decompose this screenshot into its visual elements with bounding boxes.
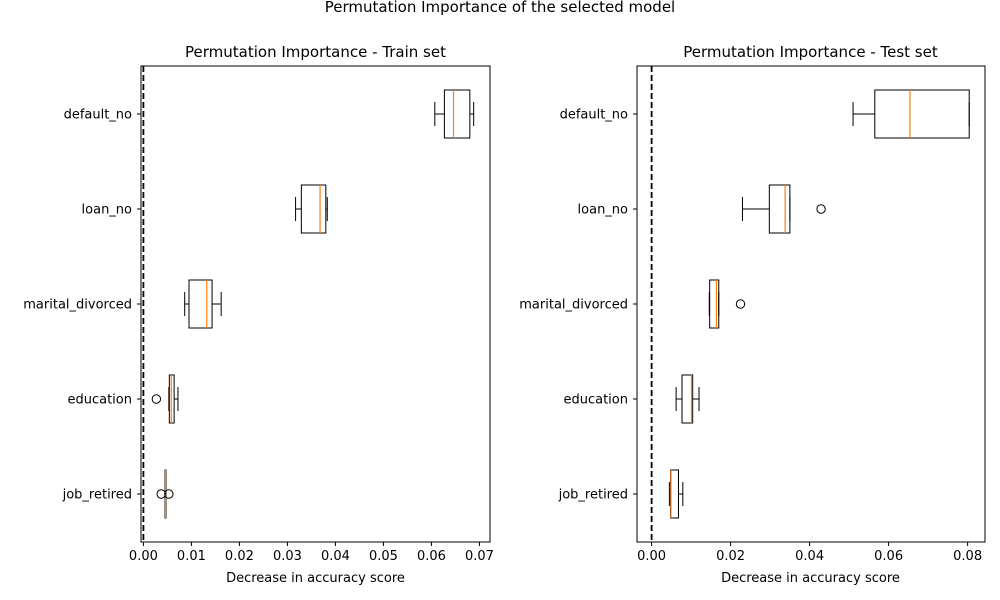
test-ytick-label-default-no: default_no	[560, 108, 628, 123]
train-xtick-label-4: 0.04	[321, 549, 350, 564]
figure-suptitle: Permutation Importance of the selected m…	[325, 0, 675, 16]
train-xtick-label-6: 0.06	[417, 549, 446, 564]
test-iqr-box-loan-no	[768, 184, 791, 234]
test-box-loan-no	[741, 184, 826, 234]
train-ytick-label-job-retired: job_retired	[62, 488, 132, 503]
train-xtick-label-0: 0.00	[129, 549, 158, 564]
train-iqr-box-marital-divorced	[188, 279, 213, 329]
test-ytick-label-education: education	[563, 393, 628, 408]
test-ytick-label-loan-no: loan_no	[578, 203, 629, 218]
train-xtick-label-2: 0.02	[225, 549, 254, 564]
train-xtick-label-1: 0.01	[177, 549, 206, 564]
train-outlier-education-0	[151, 394, 162, 404]
test-box-marital-divorced	[708, 279, 746, 329]
test-xtick-label-0: 0.00	[637, 549, 666, 564]
test-ytick-label-marital-divorced: marital_divorced	[519, 298, 628, 313]
test-outlier-marital-divorced-0	[735, 299, 746, 309]
test-ytick-label-job-retired: job_retired	[558, 488, 628, 503]
test-box-education	[675, 374, 700, 424]
test-xtick-label-4: 0.08	[953, 549, 982, 564]
train-ytick-label-education: education	[67, 393, 132, 408]
train-box-default-no	[434, 89, 475, 139]
test-x-axis-label: Decrease in accuracy score	[721, 571, 900, 586]
train-ytick-label-default-no: default_no	[64, 108, 132, 123]
train-iqr-box-default-no	[443, 89, 471, 139]
test-panel-title: Permutation Importance - Test set	[683, 43, 938, 61]
train-box-job-retired	[156, 469, 174, 519]
train-ytick-label-loan-no: loan_no	[82, 203, 133, 218]
train-boxplot-panel: Permutation Importance - Train set Decre…	[23, 43, 494, 586]
train-outlier-job-retired-0	[156, 489, 166, 499]
test-iqr-box-job-retired	[670, 469, 679, 519]
train-ytick-label-marital-divorced: marital_divorced	[23, 298, 132, 313]
test-iqr-box-education	[681, 374, 694, 424]
test-xtick-label-3: 0.06	[874, 549, 903, 564]
train-iqr-box-loan-no	[300, 184, 327, 234]
train-xtick-label-3: 0.03	[273, 549, 302, 564]
test-xtick-label-2: 0.04	[795, 549, 824, 564]
test-box-default-no	[852, 89, 970, 139]
test-iqr-box-default-no	[874, 89, 970, 139]
test-boxplot-panel: Permutation Importance - Test set Decrea…	[519, 43, 986, 586]
train-box-loan-no	[295, 184, 328, 234]
train-panel-title: Permutation Importance - Train set	[185, 43, 446, 61]
test-outlier-loan-no-0	[816, 204, 826, 214]
train-xtick-label-7: 0.07	[465, 549, 494, 564]
test-axes-frame	[636, 65, 986, 543]
test-xtick-label-1: 0.02	[716, 549, 745, 564]
train-x-axis-label: Decrease in accuracy score	[226, 571, 405, 586]
train-box-education	[151, 374, 179, 424]
train-outlier-job-retired-1	[164, 489, 174, 499]
test-box-job-retired	[668, 469, 684, 519]
train-xtick-label-5: 0.05	[369, 549, 398, 564]
train-axes-frame	[140, 65, 491, 543]
train-box-marital-divorced	[184, 279, 222, 329]
test-iqr-box-marital-divorced	[709, 279, 720, 329]
